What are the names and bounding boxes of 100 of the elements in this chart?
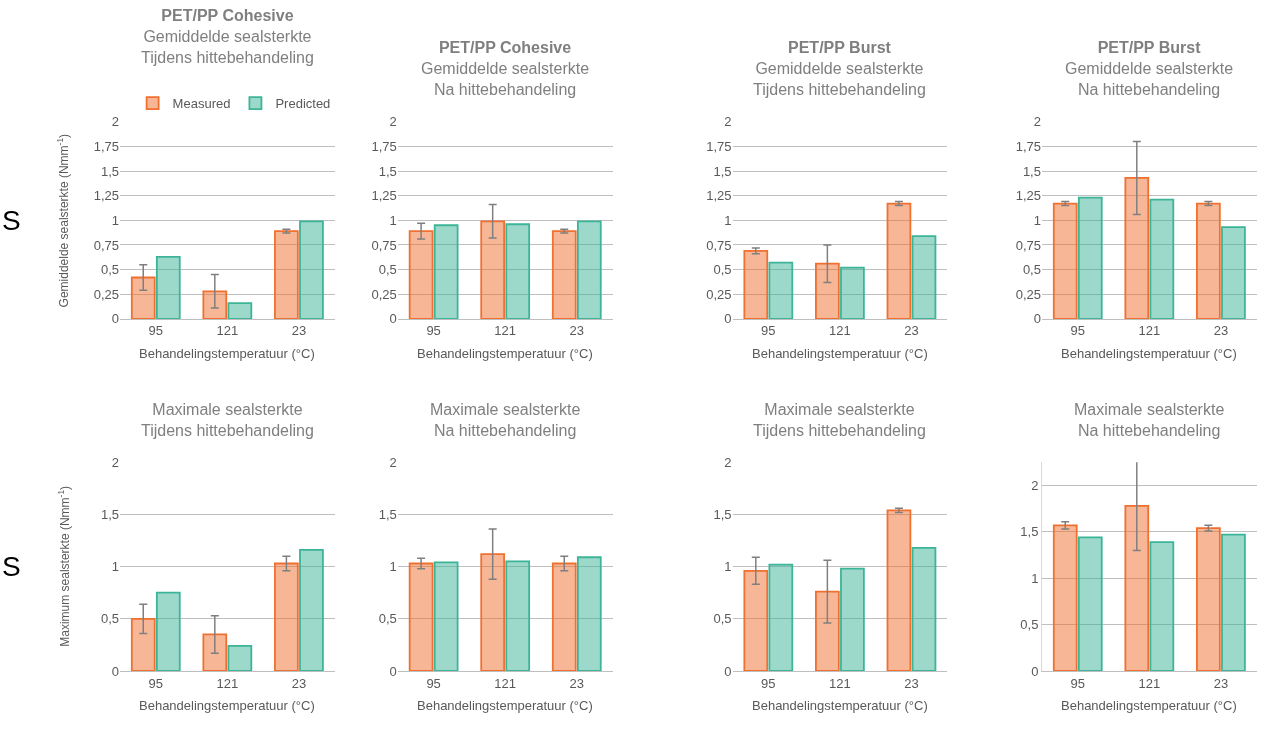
x-tick-label: 23 (1213, 675, 1229, 691)
bar (551, 230, 577, 319)
bar (840, 567, 865, 671)
x-axis-title: Behandelingstemperatuur (°C) (139, 698, 315, 713)
legend-label: Predicted (275, 96, 331, 112)
y-tick-label: 0,25 (93, 286, 119, 302)
chart-subtitle: Gemiddelde sealsterkte Tijdens hittebehandeling (141, 27, 314, 66)
y-tick-label: 0,5 (100, 611, 119, 627)
x-tick-label: 95 (426, 675, 441, 691)
bar (505, 223, 531, 319)
y-tick-label: 0,75 (371, 237, 397, 253)
y-tick-label: 1 (389, 212, 397, 228)
x-tick-label: 95 (148, 323, 164, 339)
chart-subtitle: Gemiddelde sealsterkte Na hittebehandeling (1065, 59, 1234, 98)
y-tick-label: 0,5 (378, 611, 397, 627)
bar (130, 276, 156, 319)
x-tick-label: 121 (216, 675, 239, 691)
bar (299, 220, 324, 319)
y-tick-label: 0,25 (1015, 286, 1041, 302)
x-tick-label: 23 (291, 675, 307, 691)
x-tick-label: 95 (761, 675, 776, 691)
y-tick-label: 1,25 (1015, 188, 1041, 204)
y-tick-label: 0 (1031, 663, 1039, 679)
y-tick-label: 0 (724, 663, 732, 679)
y-tick-label: 0,5 (713, 262, 732, 278)
x-axis-title: Behandelingstemperatuur (°C) (417, 346, 593, 361)
y-tick-label: 0 (111, 663, 119, 679)
bar (768, 261, 794, 319)
bar (743, 569, 769, 671)
bar (274, 562, 299, 671)
y-tick-label: 0,75 (93, 237, 119, 253)
y-tick-label: 1 (724, 212, 732, 228)
x-tick-label: 23 (291, 323, 307, 339)
y-tick-label: 2 (1031, 478, 1039, 494)
y-tick-label: 1,75 (93, 138, 119, 154)
y-tick-label: 1,75 (1015, 138, 1041, 154)
chart-title: PET/PP Cohesive (161, 7, 294, 24)
text: S (2, 205, 21, 236)
bar (768, 563, 794, 671)
y-tick-label: 2 (111, 454, 119, 470)
bar (743, 249, 769, 319)
y-tick-label: 0 (724, 311, 732, 327)
x-tick-label: 23 (1213, 323, 1229, 339)
x-tick-label: 95 (426, 323, 441, 339)
bar (1124, 177, 1150, 319)
bar (130, 617, 156, 671)
x-tick-label: 121 (1138, 323, 1161, 339)
x-tick-label: 23 (569, 675, 585, 691)
legend-label: Measured (172, 96, 231, 112)
bar (227, 645, 253, 671)
y-tick-label: 0,5 (713, 611, 732, 627)
y-tick-label: 1,75 (706, 138, 732, 154)
bar (1196, 202, 1221, 319)
y-tick-label: 1,25 (371, 188, 397, 204)
bar (911, 235, 937, 319)
x-tick-label: 121 (494, 675, 517, 691)
bar (202, 633, 228, 671)
y-tick-label: 2 (389, 114, 397, 130)
chart-subtitle: Maximale sealsterkte Tijdens hittebehandeling (141, 401, 314, 439)
bar (815, 262, 840, 319)
bar (886, 202, 912, 319)
y-tick-label: 0,25 (706, 286, 732, 302)
chart-subtitle: Maximale sealsterkte Na hittebehandeling (430, 401, 581, 439)
y-tick-label: 1,5 (1020, 524, 1039, 540)
bar (815, 590, 840, 671)
bar (1124, 504, 1150, 671)
bar (1196, 527, 1221, 671)
y-tick-label: 0 (389, 663, 397, 679)
y-tick-label: 1,75 (371, 138, 397, 154)
bar (1052, 524, 1078, 671)
y-tick-label: 0,5 (1020, 617, 1039, 633)
x-tick-label: 23 (904, 323, 919, 339)
bar (1149, 198, 1175, 319)
bar (299, 549, 324, 671)
chart-subtitle: Gemiddelde sealsterkte Tijdens hittebehandeling (753, 59, 926, 98)
y-tick-label: 1,5 (713, 163, 732, 179)
x-axis-title: Behandelingstemperatuur (°C) (1061, 698, 1237, 713)
bar (911, 546, 937, 671)
bar (576, 220, 602, 319)
x-tick-label: 121 (1138, 675, 1161, 691)
chart-title: PET/PP Burst (1097, 39, 1202, 56)
bar (155, 255, 181, 319)
x-tick-label: 95 (148, 675, 164, 691)
bar (1149, 541, 1175, 671)
y-tick-label: 1 (724, 559, 732, 575)
chart-subtitle: Maximale sealsterkte Tijdens hittebehandeling (753, 401, 926, 439)
bar (1221, 226, 1246, 319)
chart-subtitle: Maximale sealsterkte Na hittebehandeling (1074, 401, 1225, 439)
x-tick-label: 95 (761, 323, 776, 339)
y-tick-label: 0 (111, 311, 119, 327)
y-tick-label: 0,5 (378, 262, 397, 278)
y-tick-label: 1,25 (93, 188, 119, 204)
bar (202, 290, 228, 319)
x-tick-label: 121 (829, 323, 851, 339)
y-tick-label: 2 (1033, 114, 1041, 130)
y-tick-label: 1 (389, 559, 397, 575)
x-tick-label: 121 (494, 323, 517, 339)
y-tick-label: 2 (724, 114, 732, 130)
y-tick-label: 1,5 (378, 163, 397, 179)
y-tick-label: 1,5 (100, 507, 119, 523)
